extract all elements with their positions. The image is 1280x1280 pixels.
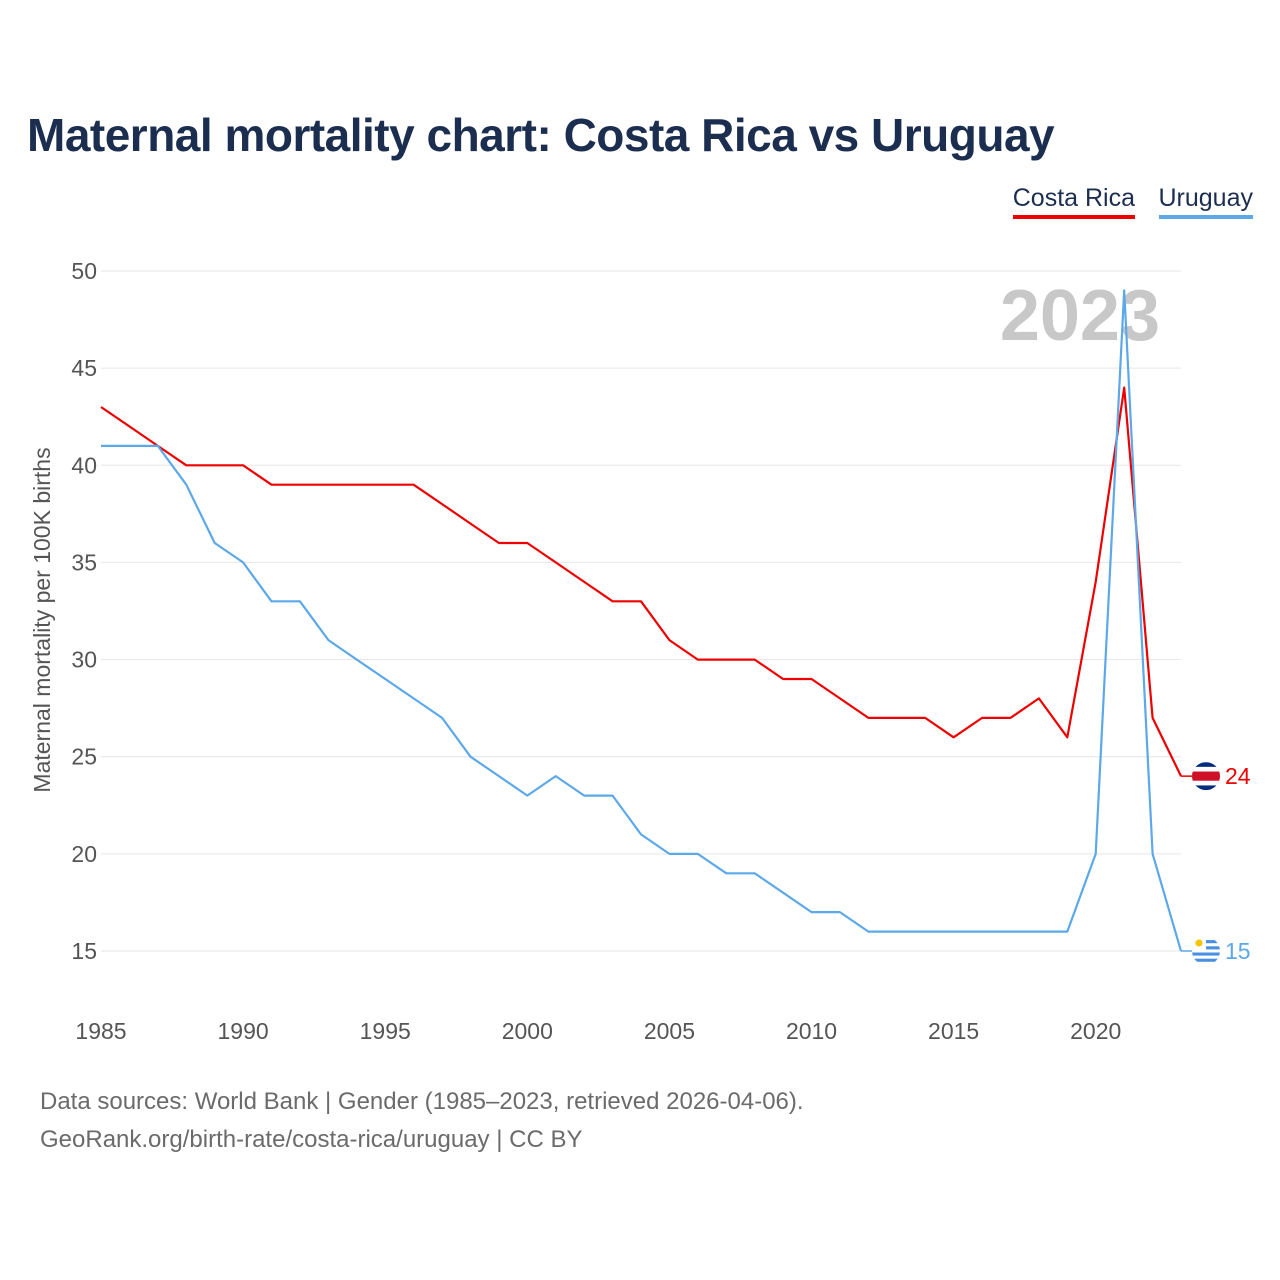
y-tick-label: 35 — [71, 549, 97, 575]
x-tick-label: 2015 — [928, 1018, 979, 1044]
series-line-costa-rica — [100, 386, 1182, 777]
year-watermark: 2023 — [1000, 276, 1160, 356]
y-tick-label: 30 — [71, 647, 97, 673]
chart-title: Maternal mortality chart: Costa Rica vs … — [27, 109, 1055, 161]
flag-uruguay-icon — [1192, 937, 1220, 965]
end-value-label: 24 — [1225, 763, 1251, 789]
x-tick-label: 1990 — [218, 1018, 269, 1044]
x-tick-label: 1985 — [75, 1018, 126, 1044]
legend-item-uruguay[interactable]: Uruguay — [1158, 184, 1253, 219]
y-tick-label: 20 — [71, 841, 97, 867]
y-tick-label: 40 — [71, 452, 97, 478]
x-tick-label: 2020 — [1070, 1018, 1121, 1044]
x-tick-label: 2000 — [502, 1018, 553, 1044]
series-lines — [100, 289, 1183, 952]
x-axis-ticks: 1985 1990 1995 2000 2005 2010 2015 2020 — [75, 1018, 1121, 1044]
x-tick-label: 1995 — [360, 1018, 411, 1044]
x-tick-label: 2005 — [644, 1018, 695, 1044]
y-tick-label: 50 — [71, 258, 97, 284]
end-value-label: 15 — [1225, 938, 1251, 964]
y-tick-label: 25 — [71, 744, 97, 770]
source-link[interactable]: GeoRank.org/birth-rate/costa-rica/urugua… — [40, 1126, 583, 1153]
grid-lines — [101, 270, 1181, 952]
x-tick-label: 2010 — [786, 1018, 837, 1044]
legend-item-costa-rica[interactable]: Costa Rica — [1012, 184, 1135, 219]
y-axis-label: Maternal mortality per 100K births — [29, 447, 55, 792]
flag-costa-rica-icon — [1192, 762, 1220, 791]
end-labels: 24 15 — [1181, 762, 1251, 965]
y-tick-label: 45 — [71, 355, 97, 381]
y-tick-label: 15 — [71, 938, 97, 964]
y-axis-ticks: 15 20 25 30 35 40 45 50 — [71, 258, 97, 964]
source-text: Data sources: World Bank | Gender (1985–… — [40, 1088, 804, 1115]
series-line-uruguay — [101, 289, 1183, 952]
